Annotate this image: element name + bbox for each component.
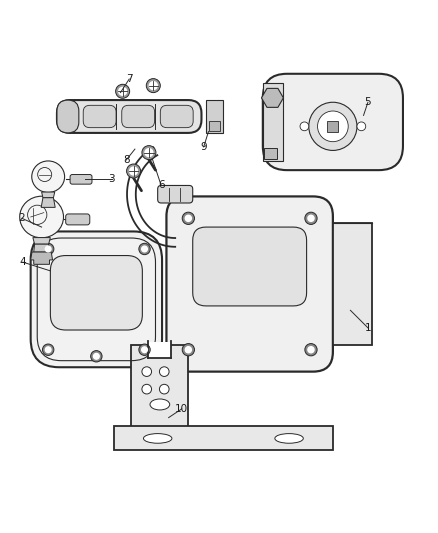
Text: 3: 3 <box>108 174 115 184</box>
Circle shape <box>300 122 309 131</box>
Polygon shape <box>34 244 49 252</box>
Circle shape <box>145 149 153 157</box>
Ellipse shape <box>150 399 170 410</box>
Circle shape <box>182 344 194 356</box>
Circle shape <box>142 146 156 159</box>
Text: 9: 9 <box>200 142 207 152</box>
FancyBboxPatch shape <box>263 83 283 161</box>
FancyBboxPatch shape <box>50 255 142 330</box>
Text: 2: 2 <box>18 213 25 223</box>
Circle shape <box>159 367 169 376</box>
FancyBboxPatch shape <box>66 214 90 225</box>
Circle shape <box>139 243 150 255</box>
Text: 4: 4 <box>19 257 26 267</box>
FancyBboxPatch shape <box>122 106 155 128</box>
FancyBboxPatch shape <box>148 342 171 359</box>
Text: 5: 5 <box>364 97 371 107</box>
Circle shape <box>182 212 194 224</box>
Circle shape <box>139 344 150 356</box>
Circle shape <box>146 78 160 93</box>
Text: 1: 1 <box>364 323 371 333</box>
Circle shape <box>127 164 141 178</box>
FancyBboxPatch shape <box>31 231 162 367</box>
Text: 7: 7 <box>126 74 133 84</box>
FancyBboxPatch shape <box>131 345 188 429</box>
FancyBboxPatch shape <box>333 223 372 345</box>
Ellipse shape <box>275 434 304 443</box>
FancyBboxPatch shape <box>114 426 333 450</box>
Circle shape <box>309 102 357 150</box>
Circle shape <box>91 351 102 362</box>
FancyBboxPatch shape <box>209 121 220 131</box>
Circle shape <box>46 347 51 352</box>
Circle shape <box>42 344 54 356</box>
FancyBboxPatch shape <box>158 185 193 203</box>
FancyBboxPatch shape <box>193 227 307 306</box>
Ellipse shape <box>143 434 172 443</box>
FancyBboxPatch shape <box>166 197 333 372</box>
FancyBboxPatch shape <box>160 106 193 128</box>
Circle shape <box>308 215 314 221</box>
Ellipse shape <box>20 196 64 238</box>
FancyBboxPatch shape <box>83 106 116 128</box>
Circle shape <box>305 212 317 224</box>
Circle shape <box>149 82 157 90</box>
Circle shape <box>42 243 54 255</box>
Circle shape <box>119 87 127 95</box>
Circle shape <box>305 344 317 356</box>
FancyBboxPatch shape <box>264 148 277 159</box>
Circle shape <box>159 384 169 394</box>
Ellipse shape <box>32 161 65 192</box>
Circle shape <box>116 84 130 98</box>
FancyBboxPatch shape <box>57 100 201 133</box>
Polygon shape <box>42 192 55 198</box>
Circle shape <box>142 347 148 352</box>
Circle shape <box>94 353 99 359</box>
Polygon shape <box>33 238 50 244</box>
FancyBboxPatch shape <box>70 174 92 184</box>
Circle shape <box>46 246 51 252</box>
Circle shape <box>357 122 366 131</box>
Text: 6: 6 <box>158 181 165 190</box>
Circle shape <box>130 167 138 175</box>
Circle shape <box>308 346 314 353</box>
Circle shape <box>185 215 191 221</box>
FancyBboxPatch shape <box>263 74 403 170</box>
Circle shape <box>185 346 191 353</box>
FancyBboxPatch shape <box>57 100 79 133</box>
Circle shape <box>142 367 152 376</box>
Circle shape <box>318 111 348 142</box>
FancyBboxPatch shape <box>206 100 223 133</box>
Circle shape <box>142 246 148 252</box>
Polygon shape <box>31 252 53 264</box>
Polygon shape <box>41 198 55 207</box>
Text: 10: 10 <box>175 404 188 414</box>
Text: 8: 8 <box>123 155 130 165</box>
Circle shape <box>142 384 152 394</box>
